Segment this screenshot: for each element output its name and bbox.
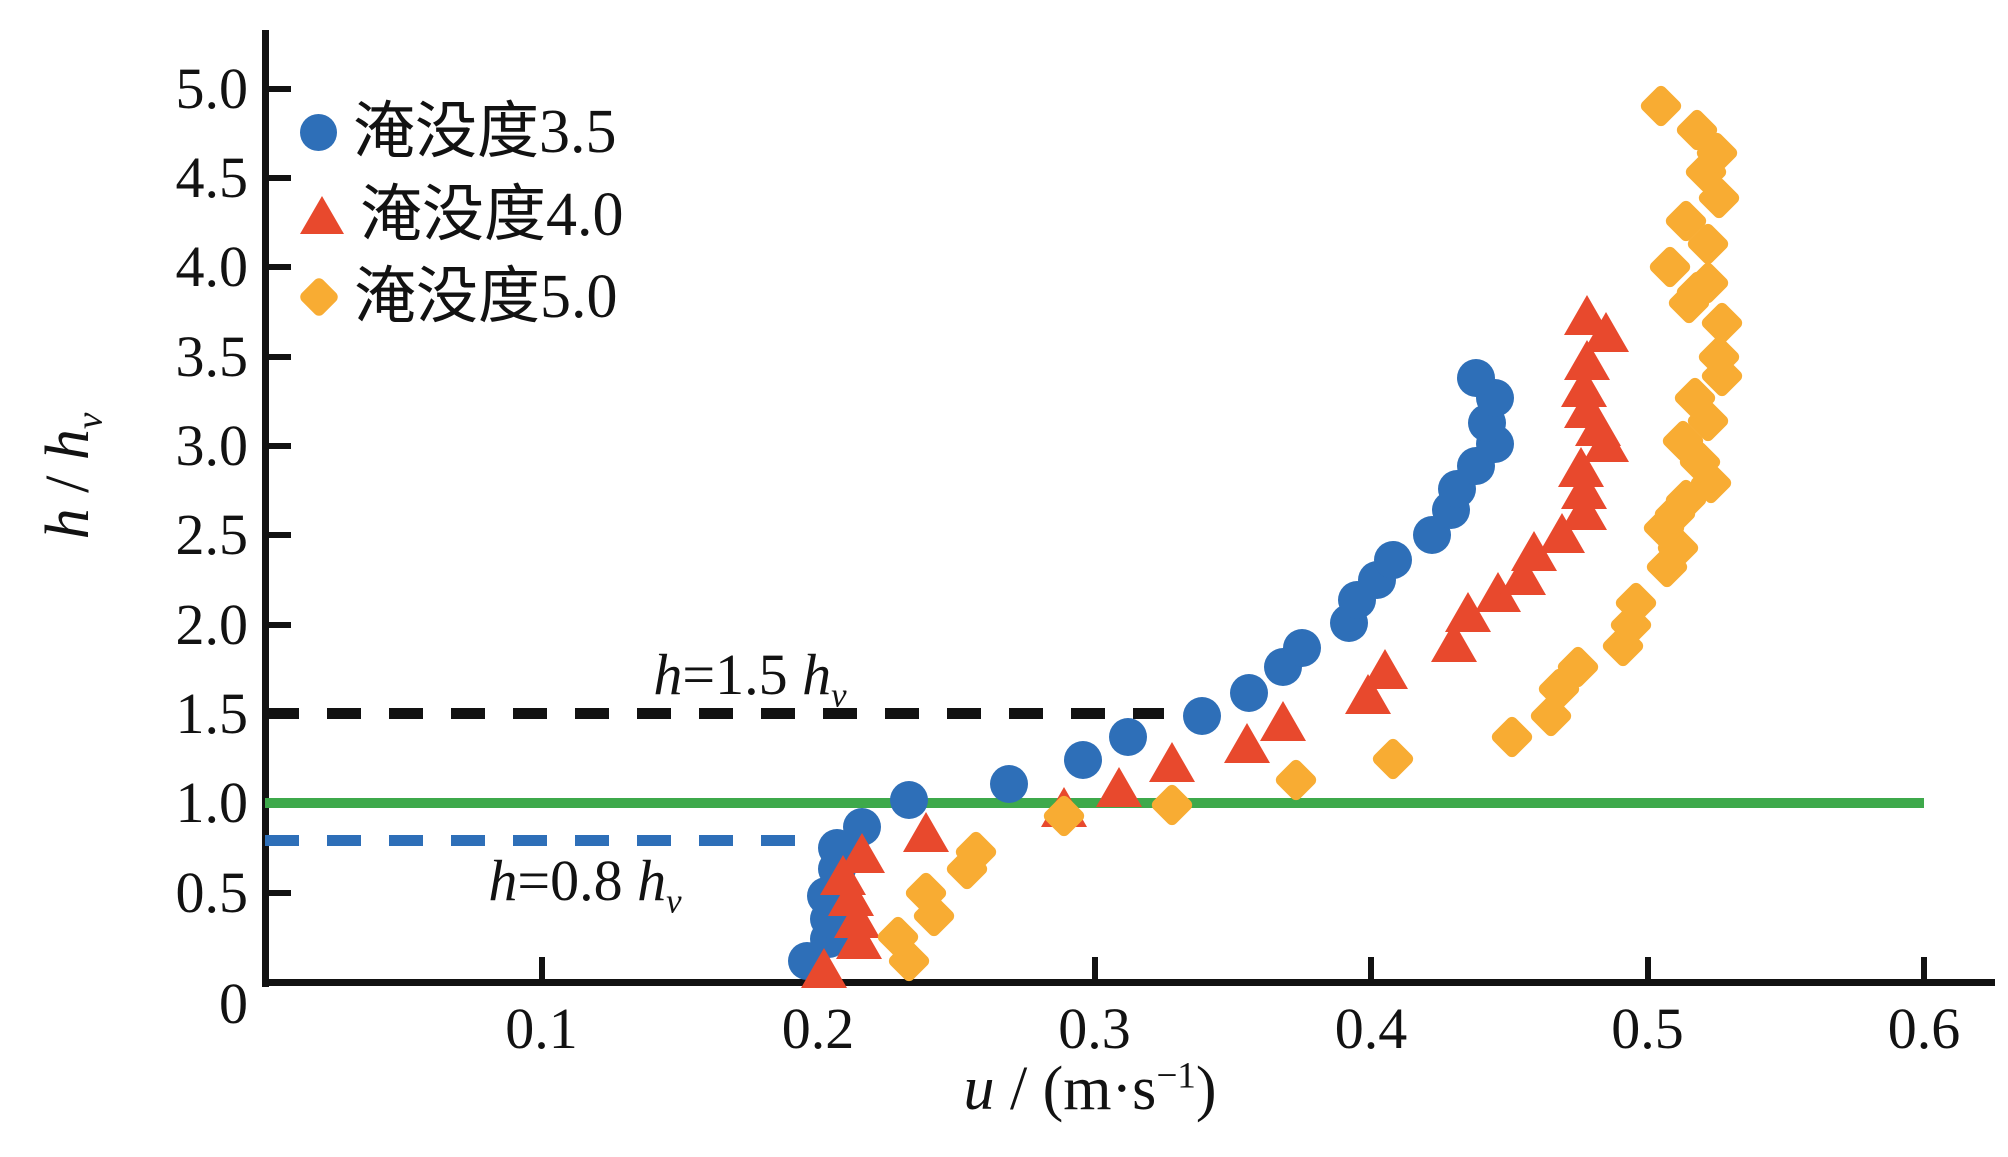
y-tick-label-5.0: 5.0 <box>175 55 249 121</box>
data-point-triangle <box>839 833 886 874</box>
reference-line-label-h-1.5hv: h=1.5 hv <box>653 642 847 715</box>
y-tick-label-1.5: 1.5 <box>175 680 249 746</box>
data-point-circle <box>1064 741 1103 780</box>
y-tick-label-4.0: 4.0 <box>175 234 249 300</box>
y-tick-label-4.5: 4.5 <box>175 144 249 210</box>
data-point-triangle <box>1259 701 1306 742</box>
circle-marker-icon <box>300 113 337 151</box>
legend-label: 淹没度3.5 <box>353 98 617 166</box>
legend-label: 淹没度4.0 <box>360 181 624 249</box>
data-point-diamond <box>1149 782 1195 828</box>
y-tick-3.5 <box>269 353 291 360</box>
x-tick-label-0.1: 0.1 <box>505 996 578 1061</box>
x-tick-0.1 <box>538 957 545 979</box>
data-point-diamond <box>1273 757 1319 803</box>
triangle-marker-icon <box>300 196 344 234</box>
x-tick-0.3 <box>1091 957 1098 979</box>
y-tick-3.0 <box>269 442 291 449</box>
x-tick-0.6 <box>1921 957 1927 979</box>
x-tick-label-0.3: 0.3 <box>1058 996 1131 1061</box>
data-point-diamond <box>1638 83 1684 129</box>
legend-item-submergence-3.5: 淹没度3.5 <box>300 95 617 169</box>
y-tick-label-0.5: 0.5 <box>175 859 249 925</box>
data-point-diamond <box>1370 735 1416 782</box>
data-point-circle <box>1183 696 1222 735</box>
legend-label: 淹没度5.0 <box>354 263 618 331</box>
x-tick-0.5 <box>1644 957 1651 979</box>
x-tick-label-0.5: 0.5 <box>1611 996 1684 1061</box>
y-tick-label-0: 0 <box>219 971 248 1036</box>
y-tick-4.0 <box>269 264 291 271</box>
legend-item-submergence-4.0: 淹没度4.0 <box>300 178 624 252</box>
y-tick-label-2.5: 2.5 <box>175 502 249 568</box>
x-tick-label-0.2: 0.2 <box>781 996 855 1061</box>
diamond-marker-icon <box>297 275 341 319</box>
y-tick-label-3.0: 3.0 <box>175 412 249 478</box>
reference-line-h-equals-1.5hv <box>265 708 1164 720</box>
y-tick-5.0 <box>269 85 291 92</box>
y-axis-title: h / hv <box>34 412 111 540</box>
data-point-triangle <box>1563 295 1610 336</box>
x-axis-line <box>262 979 1995 986</box>
y-tick-0.5 <box>269 889 291 896</box>
data-point-circle <box>1108 718 1147 757</box>
data-point-diamond <box>1489 714 1535 760</box>
data-point-circle <box>1282 628 1321 667</box>
y-tick-4.5 <box>269 174 291 181</box>
data-point-triangle <box>902 811 949 852</box>
y-tick-label-1.0: 1.0 <box>175 770 249 836</box>
x-tick-label-0.4: 0.4 <box>1334 996 1408 1061</box>
data-point-triangle <box>1361 649 1408 690</box>
y-axis-line <box>262 30 269 987</box>
legend-item-submergence-5.0: 淹没度5.0 <box>297 260 618 334</box>
x-tick-label-0.6: 0.6 <box>1887 996 1961 1061</box>
y-tick-2.5 <box>269 532 291 539</box>
x-tick-0.4 <box>1368 957 1374 979</box>
data-point-triangle <box>1148 742 1195 783</box>
y-tick-label-2.0: 2.0 <box>175 591 249 657</box>
data-point-circle <box>1374 541 1413 580</box>
data-point-triangle <box>1096 767 1143 808</box>
data-point-circle <box>989 764 1028 803</box>
data-point-circle <box>1457 358 1496 397</box>
reference-line-h-equals-1.0hv <box>265 798 1924 809</box>
y-tick-2.0 <box>269 621 291 628</box>
y-tick-label-3.5: 3.5 <box>175 323 249 389</box>
reference-line-label-h-0.8hv: h=0.8 hv <box>488 848 682 921</box>
x-axis-title: u / (m·s−1) <box>963 1055 1217 1123</box>
reference-line-h-equals-0.8hv <box>265 835 799 847</box>
